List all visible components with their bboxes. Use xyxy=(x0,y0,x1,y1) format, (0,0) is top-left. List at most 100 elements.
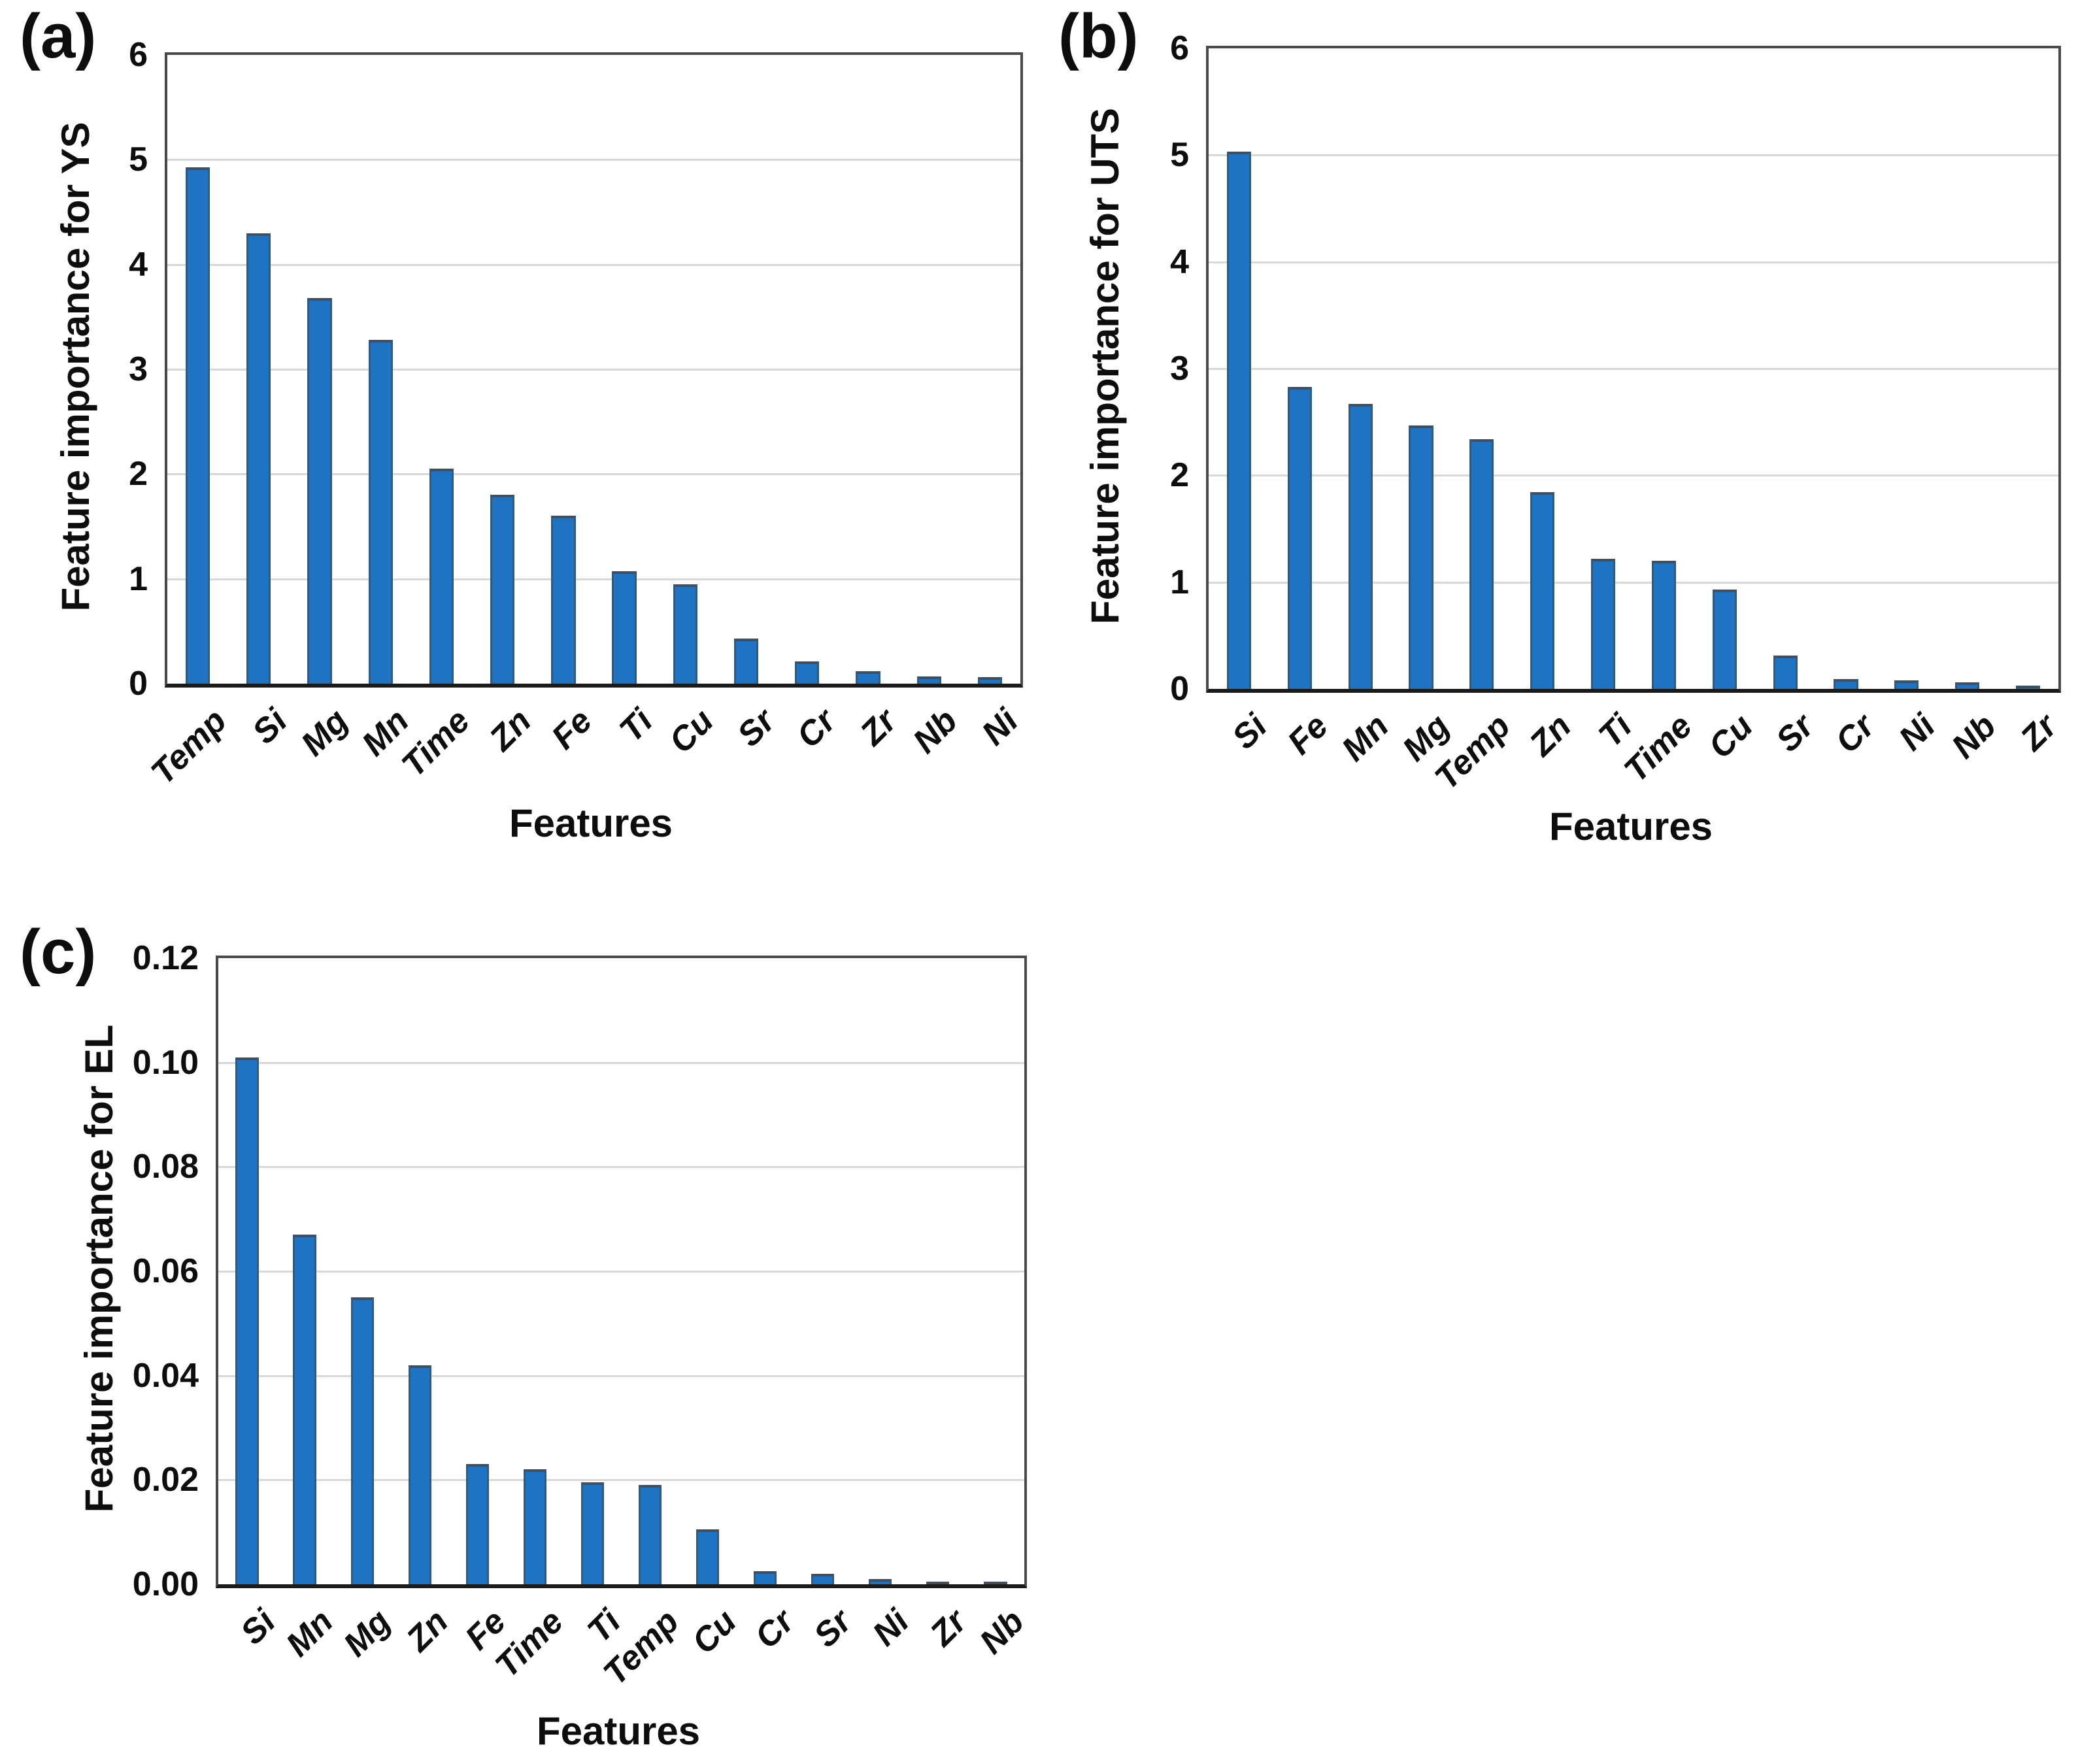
x-category-label: Ni xyxy=(975,701,1026,753)
x-category-label: Sr xyxy=(806,1602,859,1655)
plot-area-a xyxy=(165,52,1023,688)
y-tick-label: 5 xyxy=(1170,136,1189,175)
bar-temp xyxy=(638,1485,662,1584)
plot-area-b xyxy=(1206,46,2061,693)
x-category-label: Sr xyxy=(729,701,782,754)
x-category-label: Cr xyxy=(1828,707,1882,761)
y-tick-label: 2 xyxy=(1170,456,1189,495)
y-tick-label: 3 xyxy=(1170,350,1189,388)
bar-nb xyxy=(1955,682,1980,689)
bar-ni xyxy=(977,677,1003,684)
bar-cr xyxy=(1834,679,1858,689)
bar-cu xyxy=(1712,590,1737,689)
chart-panel-b: (b) Feature importance for UTS Features … xyxy=(1039,0,2078,882)
x-axis-title-a: Features xyxy=(509,801,673,845)
bar-cr xyxy=(754,1571,777,1584)
bar-ti xyxy=(612,571,637,684)
bar-si xyxy=(1226,152,1251,689)
gridline xyxy=(218,1166,1024,1169)
gridline xyxy=(1209,368,2058,370)
x-axis-title-c: Features xyxy=(536,1709,701,1753)
bar-cr xyxy=(795,661,820,684)
bar-si xyxy=(235,1057,259,1584)
x-category-label: Cr xyxy=(747,1602,801,1656)
x-category-label: Si xyxy=(1225,707,1275,757)
bar-ti xyxy=(580,1482,605,1584)
bar-fe xyxy=(1287,386,1312,689)
x-category-label: Ti xyxy=(1591,707,1639,755)
x-category-label: Time xyxy=(395,701,478,785)
y-tick-label: 0.04 xyxy=(132,1356,199,1395)
x-category-label: Cu xyxy=(662,701,722,761)
y-tick-label: 0.06 xyxy=(132,1252,199,1290)
bar-ti xyxy=(1591,558,1616,689)
y-tick-label: 0.00 xyxy=(132,1565,199,1603)
bar-zr xyxy=(856,671,880,684)
panel-label-b: (b) xyxy=(1058,1,1139,71)
gridline xyxy=(167,159,1020,161)
bar-zn xyxy=(490,495,515,684)
chart-panel-a: (a) Feature importance for YS Features 0… xyxy=(0,0,1039,882)
x-category-label: Temp xyxy=(143,701,234,792)
bar-sr xyxy=(733,639,759,684)
plot-area-c xyxy=(216,956,1027,1588)
bar-ni xyxy=(1894,680,1919,689)
gridline xyxy=(1209,581,2058,584)
y-tick-label: 1 xyxy=(1170,563,1189,601)
y-tick-label: 3 xyxy=(129,350,148,388)
bar-temp xyxy=(1469,439,1494,689)
bar-si xyxy=(246,233,271,684)
bar-sr xyxy=(811,1574,835,1584)
bar-zr xyxy=(926,1582,950,1584)
bar-time xyxy=(523,1469,546,1584)
gridline xyxy=(218,1374,1024,1377)
bar-zn xyxy=(408,1365,431,1584)
x-category-label: Si xyxy=(233,1602,283,1652)
bar-sr xyxy=(1773,656,1798,689)
bar-mn xyxy=(1348,403,1373,689)
panel-label-c: (c) xyxy=(20,917,97,987)
y-tick-label: 0 xyxy=(129,665,148,703)
gridline xyxy=(218,1271,1024,1273)
y-tick-label: 4 xyxy=(129,245,148,284)
gridline xyxy=(167,263,1020,266)
x-category-label: Zr xyxy=(853,701,904,753)
bar-cu xyxy=(695,1529,720,1584)
x-category-label: Ti xyxy=(612,701,660,750)
y-tick-label: 0.12 xyxy=(132,939,199,977)
x-category-label: Fe xyxy=(544,701,599,757)
gridline xyxy=(1209,474,2058,477)
x-category-label: Si xyxy=(244,701,295,752)
x-category-label: Mg xyxy=(336,1602,399,1664)
bar-mn xyxy=(368,340,393,684)
x-category-label: Mn xyxy=(278,1602,341,1664)
x-category-label: Zr xyxy=(922,1602,974,1654)
gridline xyxy=(218,1479,1024,1482)
bar-cu xyxy=(673,584,697,684)
gridline xyxy=(167,578,1020,580)
gridline xyxy=(167,369,1020,371)
gridline xyxy=(1209,261,2058,263)
bar-fe xyxy=(551,516,576,684)
bar-zn xyxy=(1530,492,1555,689)
gridline xyxy=(167,473,1020,476)
y-tick-label: 0.02 xyxy=(132,1461,199,1499)
x-category-label: Nb xyxy=(906,701,965,761)
y-tick-label: 6 xyxy=(1170,29,1189,67)
x-category-label: Nb xyxy=(972,1602,1031,1661)
x-category-label: Nb xyxy=(1944,707,2003,766)
gridline xyxy=(1209,154,2058,157)
x-category-label: Cu xyxy=(1701,707,1761,766)
panel-label-a: (a) xyxy=(20,1,97,71)
x-category-label: Zn xyxy=(482,701,539,758)
x-category-label: Sr xyxy=(1769,707,1822,759)
bar-nb xyxy=(984,1582,1007,1584)
bar-ni xyxy=(869,1579,892,1584)
x-category-label: Zr xyxy=(2013,707,2064,758)
y-tick-label: 0 xyxy=(1170,670,1189,708)
y-tick-label: 0.08 xyxy=(132,1148,199,1186)
bar-mg xyxy=(350,1297,374,1584)
x-category-label: Cr xyxy=(789,701,843,756)
x-category-label: Zn xyxy=(399,1602,456,1659)
chart-panel-c: (c) Feature importance for EL Features 0… xyxy=(0,882,1046,1764)
